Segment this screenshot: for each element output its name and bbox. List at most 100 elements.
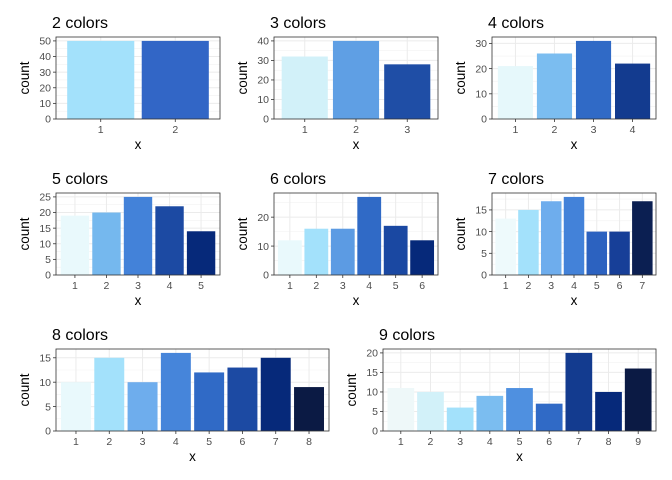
y-axis-label: count: [17, 373, 32, 406]
x-tick-label: 2: [313, 280, 319, 292]
bar-1: [67, 40, 135, 119]
x-tick-label: 2: [552, 124, 558, 136]
bar-3: [330, 228, 355, 275]
y-axis-label: count: [453, 61, 468, 94]
x-tick-label: 3: [140, 436, 146, 448]
panel-border: [55, 348, 330, 432]
x-tick-label: 4: [630, 124, 636, 136]
y-tick-label: 0: [45, 114, 51, 126]
panel-border: [273, 192, 439, 276]
x-tick-label: 8: [606, 436, 612, 448]
y-axis-label: count: [453, 217, 468, 250]
x-axis-label: x: [571, 137, 578, 152]
bar-3: [123, 196, 153, 275]
chart-panel-3: 0 10 20 30 1 2 3 4 x count 4 colors: [453, 15, 657, 152]
x-tick-label: 2: [106, 436, 112, 448]
y-tick-label: 20: [39, 207, 51, 219]
bar-9: [624, 368, 652, 431]
y-axis-label: count: [235, 61, 250, 94]
x-tick-label: 1: [398, 436, 404, 448]
x-tick-label: 2: [353, 124, 359, 136]
chart-title: 8 colors: [52, 327, 108, 344]
y-tick-label: 50: [39, 36, 51, 48]
x-tick-label: 1: [513, 124, 519, 136]
x-tick-label: 1: [287, 280, 293, 292]
bar-2: [92, 212, 121, 275]
x-tick-label: 5: [594, 280, 600, 292]
y-axis-label: count: [235, 217, 250, 250]
x-tick-label: 4: [167, 280, 173, 292]
y-tick-label: 15: [39, 352, 51, 364]
y-tick-label: 5: [45, 401, 51, 413]
x-tick-label: 3: [591, 124, 597, 136]
x-tick-label: 4: [173, 436, 179, 448]
x-tick-label: 1: [98, 124, 104, 136]
x-tick-label: 7: [639, 280, 645, 292]
bar-5: [506, 388, 533, 431]
x-axis-label: x: [189, 449, 196, 464]
bar-5: [186, 231, 216, 275]
y-tick-label: 15: [475, 205, 487, 217]
bar-2: [332, 40, 380, 119]
x-axis-label: x: [571, 293, 578, 308]
y-tick-label: 20: [366, 348, 378, 360]
bar-7: [260, 357, 291, 431]
bar-1: [277, 240, 302, 275]
y-tick-label: 5: [45, 254, 51, 266]
x-tick-label: 5: [198, 280, 204, 292]
x-tick-label: 3: [457, 436, 463, 448]
y-axis-label: count: [17, 217, 32, 250]
x-axis-label: x: [135, 293, 142, 308]
x-tick-label: 6: [617, 280, 623, 292]
x-tick-label: 6: [240, 436, 246, 448]
x-tick-label: 1: [302, 124, 308, 136]
bar-6: [535, 403, 563, 431]
x-tick-label: 2: [104, 280, 110, 292]
x-axis-label: x: [516, 449, 523, 464]
x-axis-label: x: [353, 137, 360, 152]
x-tick-label: 4: [571, 280, 577, 292]
bar-2: [536, 53, 573, 120]
y-tick-label: 10: [39, 98, 51, 110]
x-tick-label: 3: [404, 124, 410, 136]
x-tick-label: 1: [73, 436, 79, 448]
y-tick-label: 10: [475, 89, 487, 101]
x-tick-label: 6: [546, 436, 552, 448]
chart-title: 9 colors: [379, 327, 435, 344]
x-tick-label: 5: [517, 436, 523, 448]
bar-2: [417, 391, 444, 431]
x-tick-label: 2: [526, 280, 532, 292]
x-tick-label: 2: [172, 124, 178, 136]
bar-2: [304, 228, 329, 275]
chart-title: 4 colors: [488, 15, 544, 32]
chart-title: 7 colors: [488, 171, 544, 188]
x-tick-label: 4: [487, 436, 493, 448]
x-tick-label: 1: [72, 280, 78, 292]
bar-5: [383, 225, 408, 275]
bar-1: [497, 66, 533, 119]
y-tick-label: 15: [366, 367, 378, 379]
x-tick-label: 1: [503, 280, 509, 292]
bar-3: [384, 64, 431, 119]
y-tick-label: 30: [257, 55, 269, 67]
y-tick-label: 0: [263, 114, 269, 126]
bar-1: [60, 215, 90, 275]
bar-4: [357, 196, 382, 275]
x-tick-label: 2: [428, 436, 434, 448]
y-tick-label: 0: [45, 426, 51, 438]
y-tick-label: 0: [372, 426, 378, 438]
bar-8: [294, 387, 325, 431]
panel-border: [55, 36, 221, 120]
y-tick-label: 10: [257, 241, 269, 253]
y-tick-label: 20: [257, 75, 269, 87]
y-tick-label: 25: [39, 192, 51, 204]
bar-4: [563, 196, 585, 275]
y-tick-label: 20: [39, 82, 51, 94]
y-tick-label: 5: [481, 248, 487, 260]
bar-1: [495, 218, 516, 275]
y-tick-label: 0: [45, 270, 51, 282]
chart-panel-6: 0 5 10 15 1 2 3 4 5 6 7 x count 7 colors: [453, 171, 657, 308]
chart-title: 5 colors: [52, 171, 108, 188]
x-tick-label: 3: [135, 280, 141, 292]
